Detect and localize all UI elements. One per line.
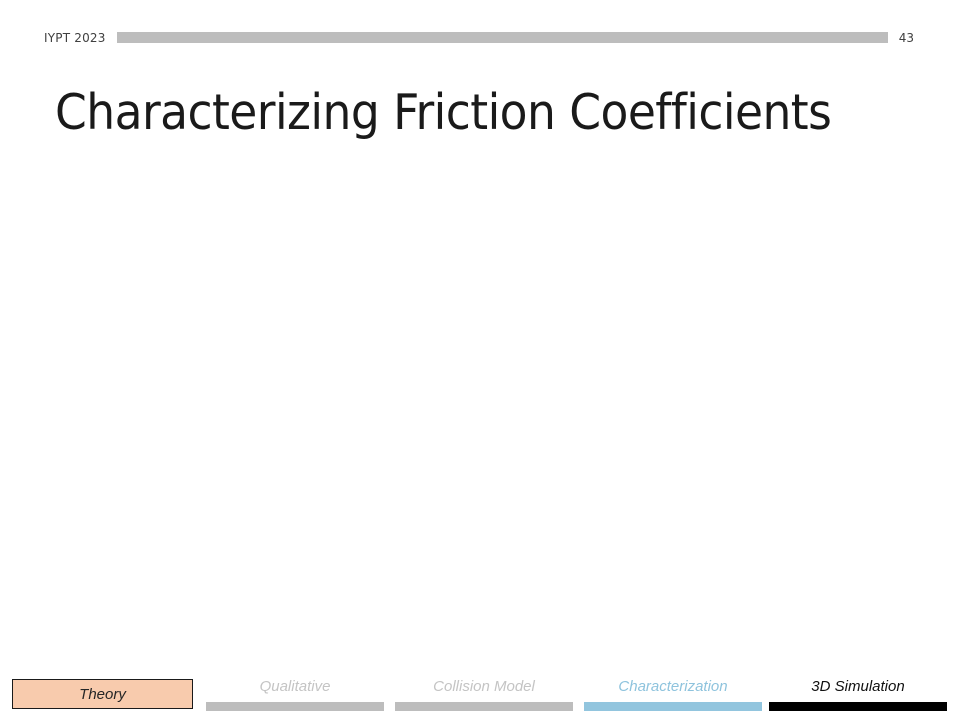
nav-item-label: 3D Simulation: [811, 678, 905, 695]
nav-item-characterization[interactable]: Characterization: [584, 676, 762, 712]
nav-item-3d-simulation[interactable]: 3D Simulation: [769, 676, 947, 712]
nav-item-qualitative[interactable]: Qualitative: [206, 676, 384, 712]
nav-progress-bar: [584, 702, 762, 711]
nav-item-label: Qualitative: [259, 678, 331, 695]
slide-title: Characterizing Friction Coefficients: [55, 84, 832, 141]
page-number: 43: [898, 31, 914, 45]
conference-label: IYPT 2023: [44, 31, 106, 45]
nav-item-label: Collision Model: [433, 678, 535, 695]
nav-item-label: Characterization: [618, 678, 728, 695]
section-label-theory: Theory: [12, 679, 193, 709]
header-progress-bar: [117, 32, 888, 43]
nav-progress-bar: [206, 702, 384, 711]
nav-progress-bar: [395, 702, 573, 711]
nav-progress-bar: [769, 702, 947, 711]
nav-item-collision-model[interactable]: Collision Model: [395, 676, 573, 712]
